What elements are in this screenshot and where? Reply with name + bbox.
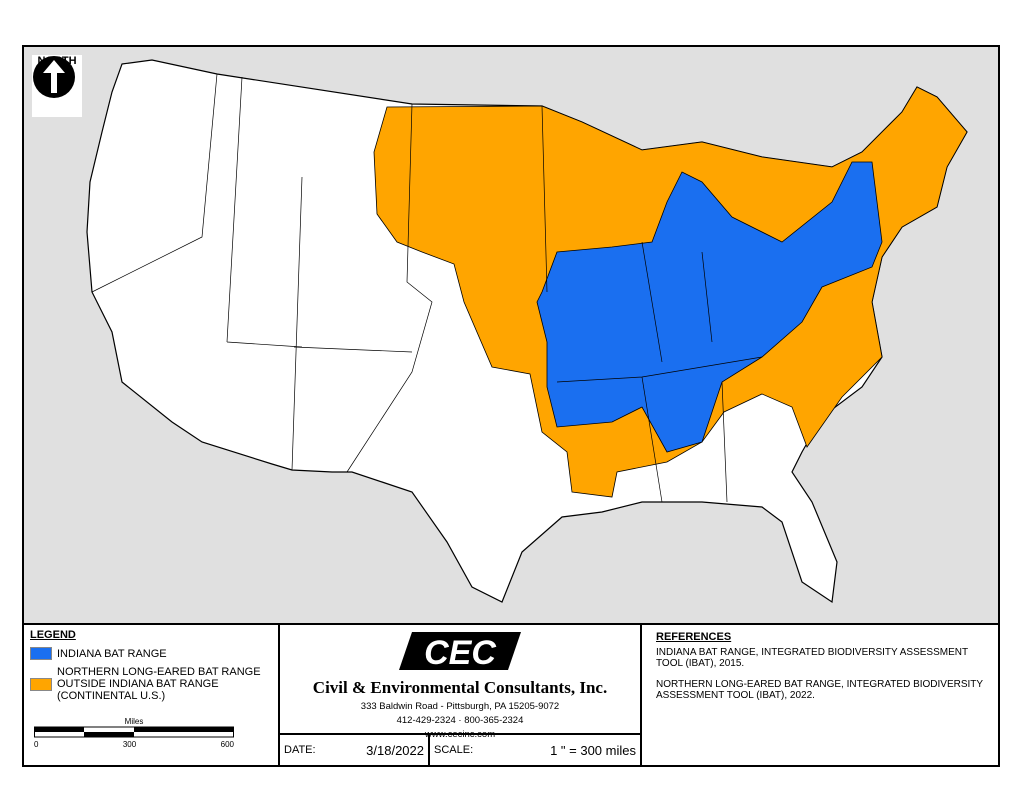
date-scale-bar: DATE: 3/18/2022 SCALE: 1 " = 300 miles (280, 733, 640, 765)
svg-text:CEC: CEC (424, 634, 496, 671)
references: REFERENCES INDIANA BAT RANGE, INTEGRATED… (642, 625, 998, 765)
scale-tick: 0 (34, 740, 39, 749)
company-phone: 412-429-2324 · 800-365-2324 (396, 715, 524, 726)
reference-item: NORTHERN LONG-EARED BAT RANGE, INTEGRATE… (656, 679, 983, 701)
legend-title: LEGEND (30, 629, 76, 641)
us-map (86, 59, 968, 604)
legend-item-nleb: NORTHERN LONG-EARED BAT RANGE OUTSIDE IND… (30, 666, 272, 702)
scale-tick: 300 (122, 740, 137, 749)
scale-label: SCALE: (434, 744, 474, 756)
state-boundaries (91, 73, 763, 503)
cec-logo: CEC (280, 625, 640, 676)
scale-unit: Miles (124, 717, 144, 726)
legend-swatch-orange (30, 677, 52, 691)
company-name: Civil & Environmental Consultants, Inc. (312, 678, 608, 697)
north-arrow-icon (33, 56, 75, 98)
legend-swatch-blue (30, 647, 52, 660)
scale-value: 1 " = 300 miles (550, 742, 636, 758)
date-value: 3/18/2022 (366, 742, 424, 758)
north-arrow: NORTH (32, 55, 82, 117)
map-frame: NORTH LEGEND INDIANA BAT RANGE NORTHERN … (22, 45, 1000, 767)
scale-tick: 600 (220, 740, 234, 749)
range-map: NORTH (24, 47, 998, 625)
indiana-bat-range (536, 161, 883, 453)
legend-label: INDIANA BAT RANGE (57, 647, 167, 660)
legend-label: NORTHERN LONG-EARED BAT RANGE OUTSIDE IND… (57, 666, 261, 702)
scale-bar: Miles 0 300 600 (34, 717, 234, 749)
title-block: CEC Civil & Environmental Consultants, I… (280, 625, 642, 765)
legend-item-indiana-bat: INDIANA BAT RANGE (30, 647, 272, 660)
legend: LEGEND INDIANA BAT RANGE NORTHERN LONG-E… (24, 625, 280, 765)
scale-bar-graphic (34, 726, 234, 738)
reference-item: INDIANA BAT RANGE, INTEGRATED BIODIVERSI… (656, 647, 968, 669)
references-title: REFERENCES (656, 631, 732, 643)
company-address: 333 Baldwin Road - Pittsburgh, PA 15205-… (360, 701, 560, 712)
date-label: DATE: (284, 744, 316, 756)
